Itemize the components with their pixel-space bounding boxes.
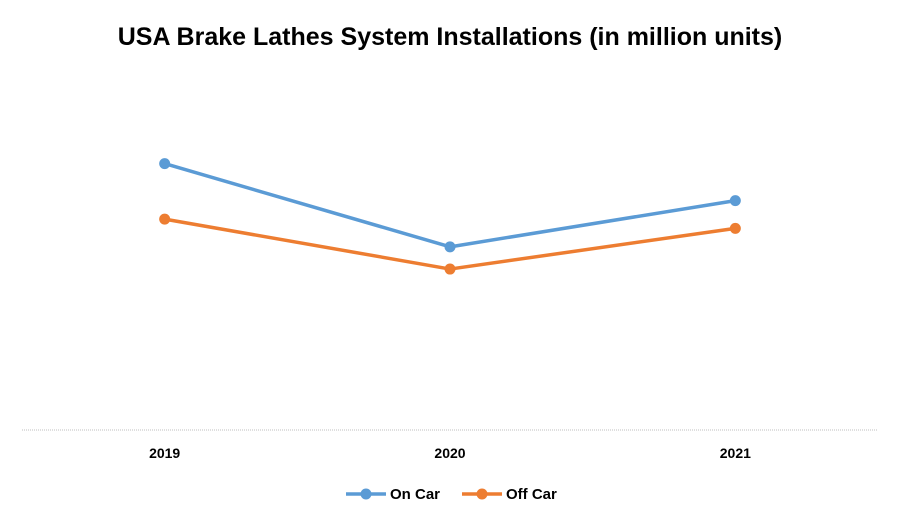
x-tick-label-2019: 2019 bbox=[149, 445, 180, 461]
series-off-car bbox=[159, 213, 741, 275]
legend-swatch-marker-off-car bbox=[476, 488, 488, 500]
x-tick-label-2020: 2020 bbox=[434, 445, 465, 461]
legend: On Car Off Car bbox=[346, 486, 557, 503]
legend-swatch-marker-on-car bbox=[360, 488, 372, 500]
series-layer bbox=[159, 158, 741, 275]
data-point-on-car-2019 bbox=[159, 158, 171, 170]
legend-label-off-car: Off Car bbox=[506, 486, 557, 503]
legend-item-off-car: Off Car bbox=[462, 486, 557, 503]
x-tick-label-2021: 2021 bbox=[720, 445, 751, 461]
x-axis-ticks: 2019 2020 2021 bbox=[149, 445, 751, 461]
legend-item-on-car: On Car bbox=[346, 486, 440, 503]
chart-title: USA Brake Lathes System Installations (i… bbox=[118, 23, 783, 51]
data-point-off-car-2019 bbox=[159, 213, 171, 225]
data-point-on-car-2020 bbox=[444, 241, 456, 253]
data-point-off-car-2021 bbox=[729, 222, 741, 234]
series-on-car bbox=[159, 158, 741, 253]
data-point-on-car-2021 bbox=[729, 195, 741, 207]
data-point-off-car-2020 bbox=[444, 263, 456, 275]
legend-label-on-car: On Car bbox=[390, 486, 440, 503]
